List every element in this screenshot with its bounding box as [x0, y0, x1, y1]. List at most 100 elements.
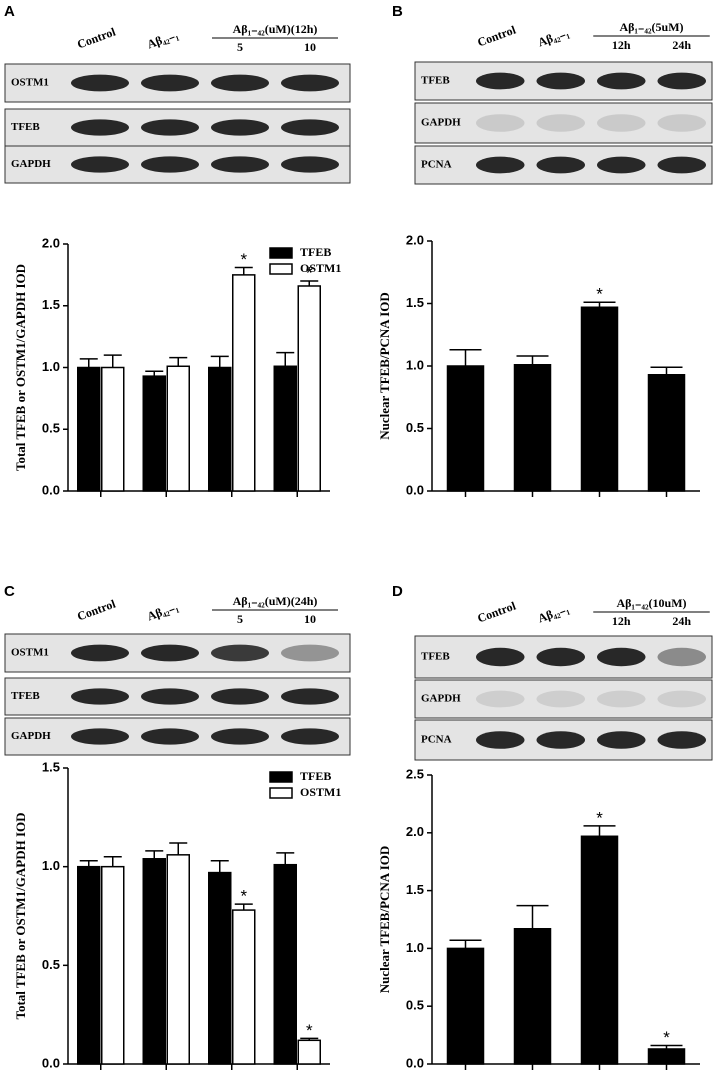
bar: [273, 863, 297, 1065]
panel-label: A: [4, 3, 15, 20]
legend-swatch: [269, 247, 293, 259]
bar: [513, 927, 552, 1065]
blot-band: [476, 647, 525, 667]
y-tick-label: 1.5: [406, 295, 424, 310]
y-tick-label: 2.5: [406, 766, 424, 781]
panel-label: B: [392, 3, 403, 20]
lane-label: Control: [75, 24, 118, 51]
sublane-label: 12h: [612, 38, 631, 52]
bar: [273, 365, 297, 492]
blot-band: [141, 156, 199, 173]
blot-band: [141, 119, 199, 136]
bar: [208, 871, 232, 1065]
blot-band: [281, 156, 339, 173]
blot-band: [657, 647, 706, 667]
blot-band: [476, 690, 525, 708]
y-axis-label: Total TFEB or OSTM1/GAPDH IOD: [13, 812, 28, 1019]
blot-band: [597, 647, 646, 667]
lane-label: Aβ₄₂₋₁: [145, 599, 180, 623]
sublane-label: 24h: [672, 614, 691, 628]
lane-label: Control: [75, 596, 118, 623]
blot-row-label: GAPDH: [11, 158, 51, 170]
blot-band: [71, 156, 129, 173]
blot-row-label: TFEB: [421, 651, 450, 663]
sublane-label: 10: [304, 612, 316, 626]
legend-swatch: [269, 771, 293, 783]
blot-band: [657, 72, 706, 90]
y-tick-label: 0.0: [406, 482, 424, 497]
y-tick-label: 2.0: [42, 235, 60, 250]
blot-band: [71, 119, 129, 136]
legend-label: TFEB: [300, 769, 331, 783]
bar: [77, 865, 101, 1065]
blot-band: [597, 731, 646, 749]
sublane-label: 10: [304, 40, 316, 54]
group-label: Aβ₁₋₄₂(5uM): [619, 20, 683, 34]
bar: [513, 364, 552, 492]
blot-band: [281, 74, 339, 92]
sublane-label: 5: [237, 40, 243, 54]
group-label: Aβ₁₋₄₂(uM)(12h): [233, 22, 318, 36]
blot-band: [211, 688, 269, 705]
blot-band: [597, 72, 646, 90]
blot-band: [211, 156, 269, 173]
sublane-label: 12h: [612, 614, 631, 628]
legend-label: OSTM1: [300, 785, 341, 799]
y-tick-label: 1.0: [406, 357, 424, 372]
y-tick-label: 1.5: [42, 297, 60, 312]
bar: [297, 1039, 321, 1065]
y-tick-label: 0.0: [406, 1055, 424, 1070]
blot-band: [476, 114, 525, 132]
significance-mark: *: [306, 1021, 313, 1040]
blot-band: [281, 688, 339, 705]
blot-row-label: TFEB: [421, 75, 450, 87]
y-axis-label: Nuclear TFEB/PCNA IOD: [377, 846, 392, 994]
legend-swatch: [269, 787, 293, 799]
y-tick-label: 1.0: [42, 858, 60, 873]
blot-row-label: PCNA: [421, 159, 452, 171]
legend-swatch: [269, 263, 293, 275]
bar: [647, 1048, 686, 1065]
blot-band: [211, 119, 269, 136]
blot-band: [657, 156, 706, 174]
blot-band: [141, 688, 199, 705]
blot-band: [476, 156, 525, 174]
blot-band: [597, 690, 646, 708]
y-tick-label: 0.0: [42, 1055, 60, 1070]
legend-label: OSTM1: [300, 261, 341, 275]
blot-band: [211, 74, 269, 92]
lane-label: Aβ₄₂₋₁: [536, 601, 571, 625]
y-tick-label: 1.5: [406, 882, 424, 897]
legend-label: TFEB: [300, 245, 331, 259]
blot-band: [141, 644, 199, 662]
y-tick-label: 2.0: [406, 232, 424, 247]
bar: [446, 365, 485, 492]
bar: [77, 366, 101, 492]
y-tick-label: 0.5: [42, 421, 60, 436]
blot-band: [476, 72, 525, 90]
bar: [580, 306, 619, 492]
panel-label: D: [392, 583, 403, 600]
blot-row-label: TFEB: [11, 121, 40, 133]
blot-band: [657, 114, 706, 132]
significance-mark: *: [240, 887, 247, 906]
bar: [142, 858, 166, 1065]
y-tick-label: 0.5: [42, 957, 60, 972]
blot-band: [211, 644, 269, 662]
y-tick-label: 0.0: [42, 482, 60, 497]
blot-band: [536, 72, 585, 90]
bar: [446, 947, 485, 1065]
bar: [232, 274, 256, 492]
y-tick-label: 0.5: [406, 998, 424, 1013]
blot-band: [657, 731, 706, 749]
y-axis-label: Total TFEB or OSTM1/GAPDH IOD: [13, 264, 28, 471]
y-tick-label: 2.0: [406, 824, 424, 839]
blot-band: [71, 688, 129, 705]
blot-band: [536, 156, 585, 174]
significance-mark: *: [596, 285, 603, 304]
y-tick-label: 1.0: [42, 359, 60, 374]
blot-band: [71, 728, 129, 745]
bar: [101, 865, 125, 1065]
blot-band: [657, 690, 706, 708]
